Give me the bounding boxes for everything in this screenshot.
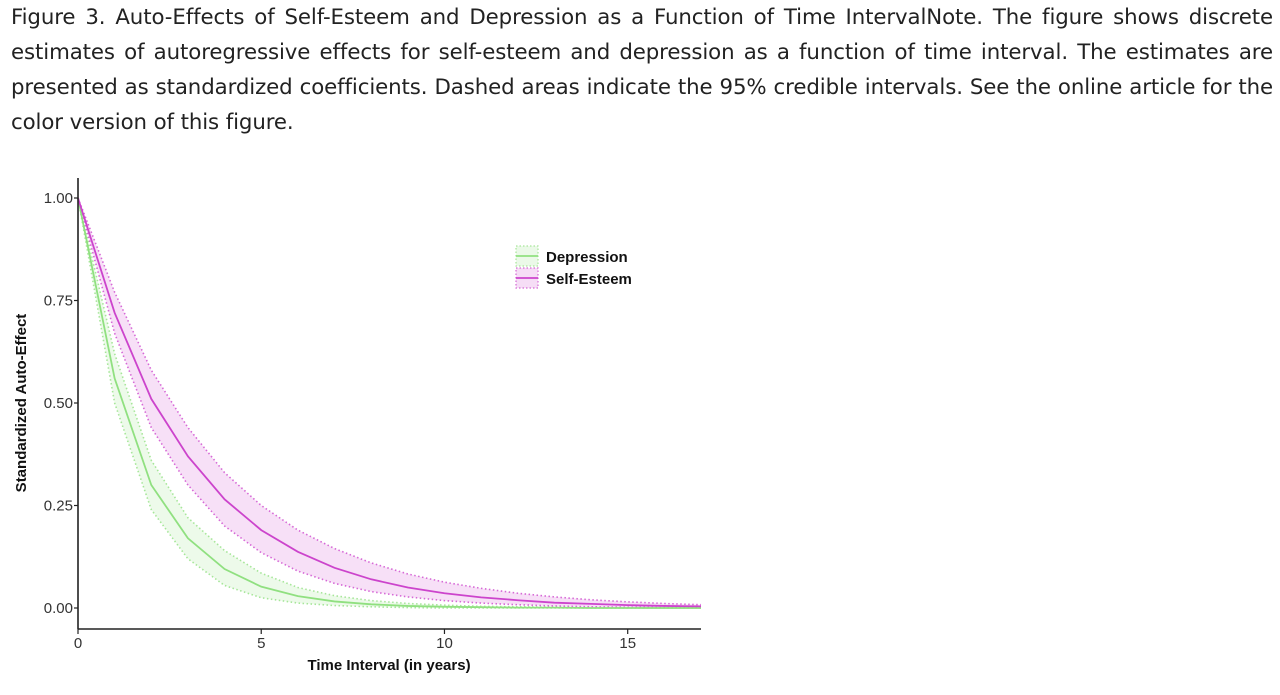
x-tick-label: 10 [436, 635, 453, 652]
series-lines [77, 197, 702, 609]
y-tick-label: 0.75 [44, 293, 73, 310]
legend-item-self-esteem: Self-Esteem [515, 267, 632, 289]
self-esteem-legend-label: Self-Esteem [546, 271, 632, 288]
self-esteem-interval-band [78, 198, 701, 608]
legend-item-depression: Depression [515, 245, 628, 267]
y-tick-label: 0.25 [44, 498, 73, 515]
y-tick-label: 1.00 [44, 190, 73, 207]
depression-series-line [77, 197, 701, 609]
x-tick-label: 0 [74, 635, 82, 652]
axis-ticks: 0.00 0.25 0.50 0.75 1.00 0 5 10 15 [44, 190, 636, 652]
x-axis-title: Time Interval (in years) [307, 657, 470, 674]
depression-legend-label: Depression [546, 249, 628, 266]
x-tick-label: 5 [257, 635, 265, 652]
y-tick-label: 0.50 [44, 395, 73, 412]
y-tick-label: 0.00 [44, 600, 73, 617]
depression-lower-bound-line [77, 197, 701, 609]
self-esteem-upper-bound-line [77, 197, 702, 606]
y-axis-title: Standardized Auto-Effect [13, 314, 30, 493]
self-esteem-series-line [77, 197, 702, 608]
x-tick-label: 15 [619, 635, 636, 652]
figure-caption: Figure 3. Auto-Effects of Self-Esteem an… [11, 5, 1273, 135]
chart-legend: Depression Self-Esteem [515, 245, 632, 289]
